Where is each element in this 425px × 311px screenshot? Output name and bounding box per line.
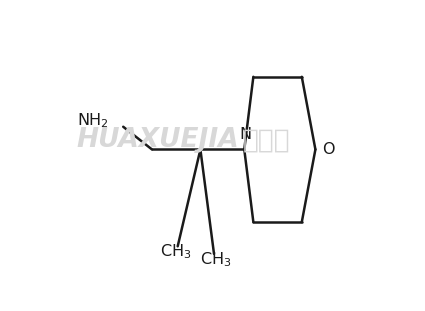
Text: N: N: [240, 127, 252, 142]
Text: NH$_2$: NH$_2$: [76, 111, 108, 130]
Text: O: O: [322, 142, 334, 157]
Text: CH$_3$: CH$_3$: [160, 243, 192, 262]
Text: 化学加: 化学加: [243, 128, 290, 153]
Text: CH$_3$: CH$_3$: [200, 250, 231, 269]
Text: HUAXUEJIA: HUAXUEJIA: [76, 128, 239, 153]
